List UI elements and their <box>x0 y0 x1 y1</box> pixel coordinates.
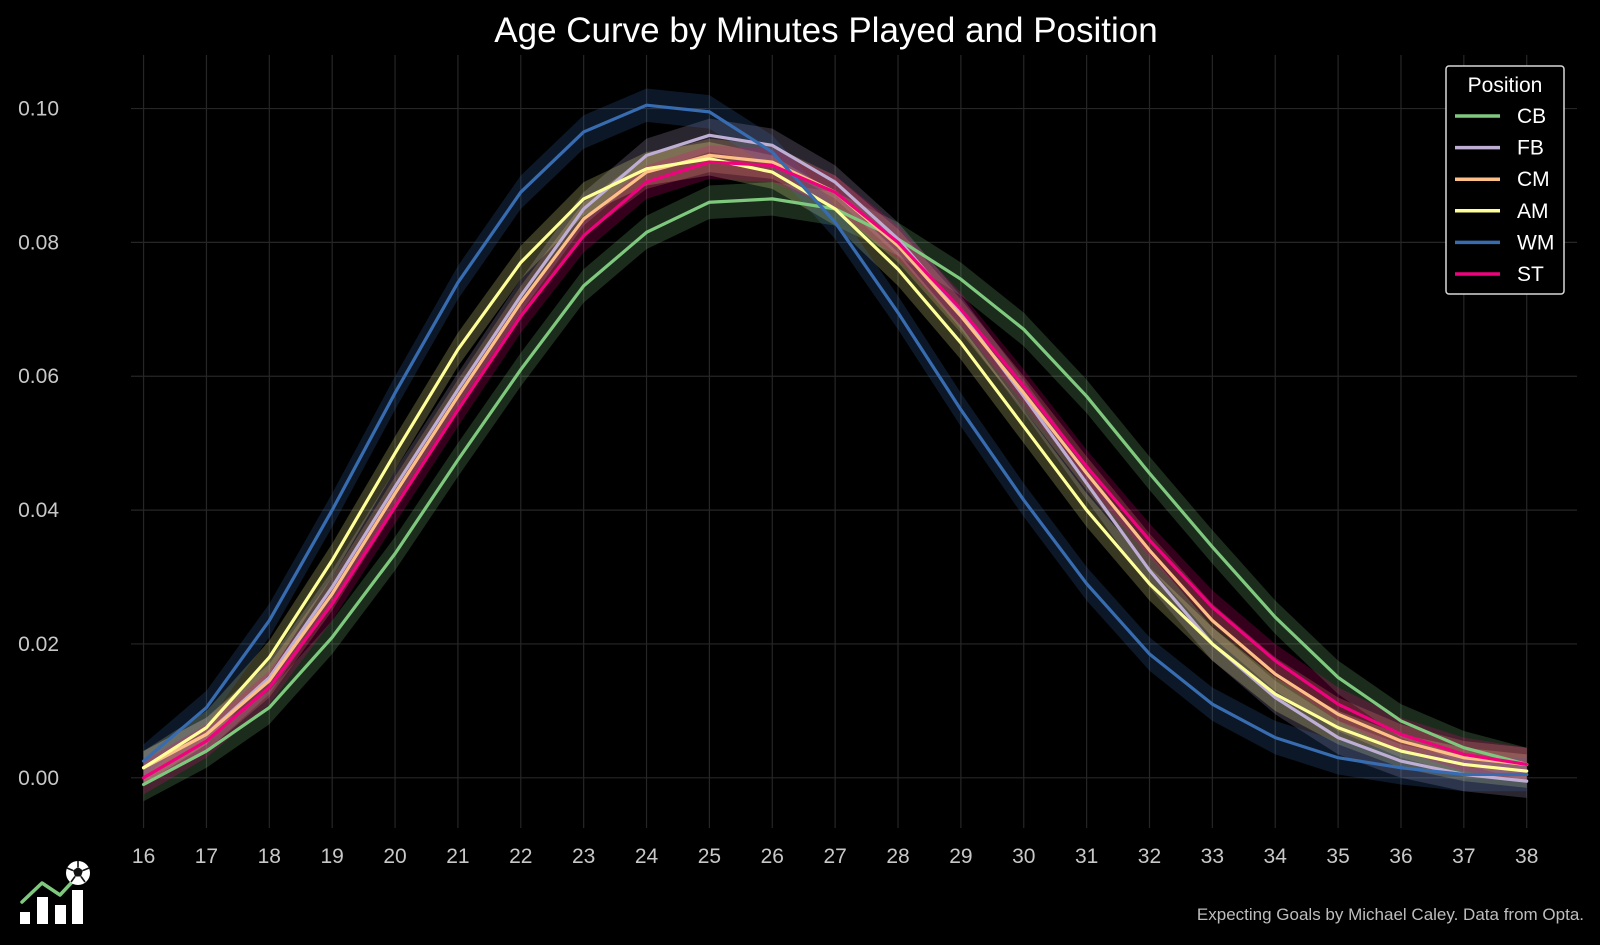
series-line-st <box>141 160 1529 780</box>
legend-label: ST <box>1517 263 1544 286</box>
chart-title: Age Curve by Minutes Played and Position <box>494 11 1157 50</box>
series-line-fb <box>141 133 1529 783</box>
x-tick-label: 31 <box>1075 845 1098 868</box>
legend-item-wm: WM <box>1455 231 1554 254</box>
legend: Position CB FB CM AM WM ST <box>1445 65 1565 295</box>
x-tick-label: 24 <box>635 845 659 868</box>
y-tick-label: 0.00 <box>18 767 59 790</box>
y-tick-label: 0.02 <box>18 633 59 656</box>
y-tick-label: 0.06 <box>18 365 59 388</box>
legend-title: Position <box>1468 74 1543 97</box>
x-tick-label: 16 <box>132 845 155 868</box>
series-line-wm <box>141 103 1529 777</box>
x-tick-label: 19 <box>321 845 344 868</box>
x-tick-label: 18 <box>258 845 281 868</box>
legend-label: CB <box>1517 105 1546 128</box>
legend-label: CM <box>1517 168 1550 191</box>
x-tick-label: 17 <box>195 845 218 868</box>
x-tick-label: 34 <box>1264 845 1288 868</box>
x-axis-ticks: 16 17 18 19 20 21 22 23 24 25 26 27 28 29 30 31 32 33 34 35… <box>132 845 1538 868</box>
legend-item-st: ST <box>1455 263 1544 286</box>
band-cm <box>143 138 1527 785</box>
x-tick-label: 33 <box>1201 845 1224 868</box>
x-tick-label: 26 <box>761 845 784 868</box>
x-tick-label: 22 <box>509 845 532 868</box>
legend-label: AM <box>1517 200 1549 223</box>
x-tick-label: 20 <box>383 845 406 868</box>
band-fb <box>143 118 1527 798</box>
x-tick-label: 25 <box>698 845 721 868</box>
x-tick-label: 30 <box>1012 845 1035 868</box>
credit-text: Expecting Goals by Michael Caley. Data f… <box>1197 905 1584 924</box>
x-tick-label: 36 <box>1389 845 1412 868</box>
x-tick-label: 28 <box>886 845 909 868</box>
x-tick-label: 23 <box>572 845 595 868</box>
legend-box <box>1445 65 1565 295</box>
bar-chart-soccer-ball-icon <box>20 861 90 924</box>
series-line-am <box>141 157 1529 773</box>
y-axis-ticks: 0.00 0.02 0.04 0.06 0.08 0.10 <box>18 98 59 790</box>
x-tick-label: 35 <box>1326 845 1349 868</box>
x-tick-label: 21 <box>446 845 469 868</box>
legend-label: FB <box>1517 137 1544 160</box>
legend-items: CB FB CM AM WM ST <box>1455 105 1554 286</box>
x-tick-label: 37 <box>1452 845 1475 868</box>
x-tick-label: 32 <box>1138 845 1161 868</box>
y-tick-label: 0.10 <box>18 98 59 121</box>
legend-label: WM <box>1517 231 1554 254</box>
legend-item-am: AM <box>1455 200 1549 223</box>
x-tick-label: 38 <box>1515 845 1538 868</box>
x-tick-label: 27 <box>823 845 846 868</box>
series-lines <box>141 103 1529 787</box>
y-tick-label: 0.08 <box>18 231 59 254</box>
legend-item-cb: CB <box>1455 105 1546 128</box>
band-wm <box>143 88 1527 792</box>
x-tick-label: 29 <box>949 845 972 868</box>
legend-item-cm: CM <box>1455 168 1550 191</box>
y-tick-label: 0.04 <box>18 499 59 522</box>
legend-item-fb: FB <box>1455 137 1544 160</box>
